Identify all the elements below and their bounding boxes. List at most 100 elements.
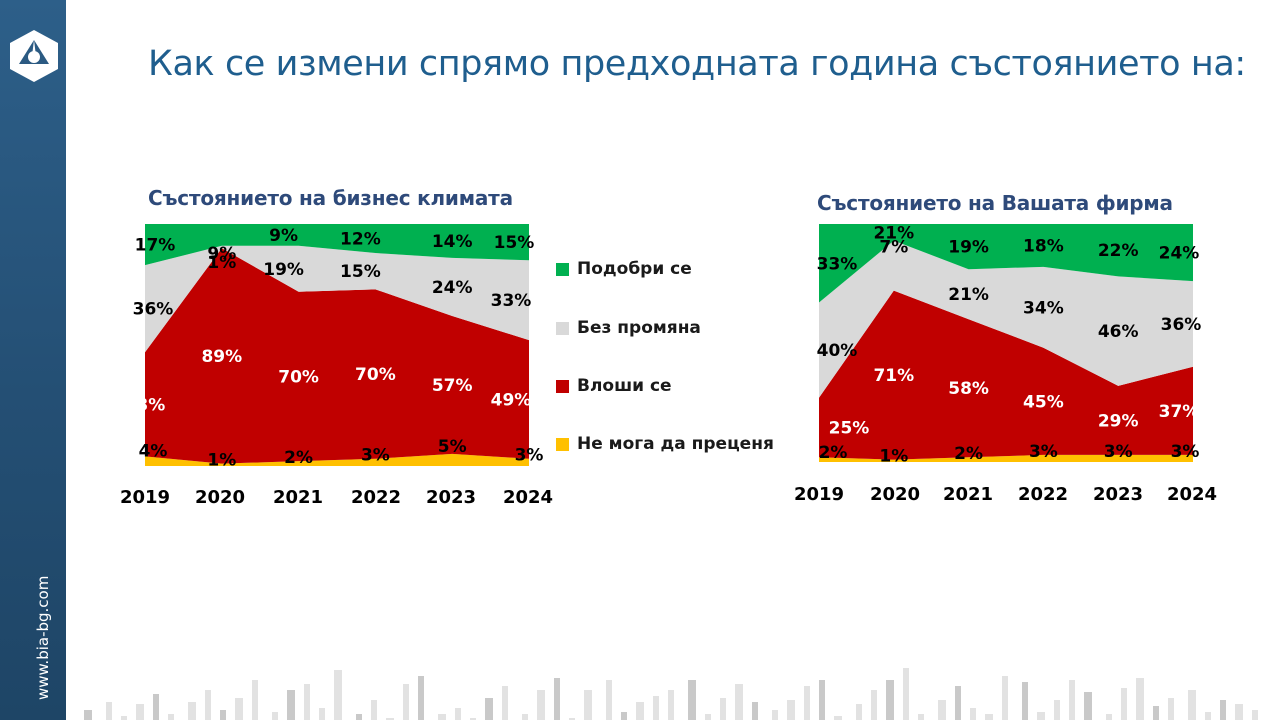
decorative-bar <box>84 710 92 720</box>
decorative-bar <box>856 704 862 720</box>
decorative-bar <box>1022 682 1028 720</box>
decorative-bar <box>334 670 342 720</box>
decorative-bar <box>1252 710 1258 720</box>
legend-label-worsened: Влоши се <box>577 376 672 396</box>
decorative-bar <box>804 686 810 720</box>
decorative-bar <box>938 700 946 720</box>
chart1-label-unchanged-2023: 24% <box>432 278 473 298</box>
decorative-bar <box>205 690 211 720</box>
chart2-label-cannot-judge-2019: 2% <box>819 443 848 463</box>
bia-logo-icon <box>10 30 58 82</box>
chart2-label-cannot-judge-2024: 3% <box>1171 442 1200 462</box>
decorative-bars <box>84 668 1258 720</box>
decorative-bar <box>502 686 508 720</box>
chart2-area-improved <box>819 224 1193 303</box>
decorative-bar <box>220 710 226 720</box>
decorative-bar <box>1188 690 1196 720</box>
chart2-label-unchanged-2023: 46% <box>1098 322 1139 342</box>
decorative-bar <box>319 708 325 720</box>
chart2-xtick-2021: 2021 <box>943 484 993 505</box>
decorative-bar <box>1037 712 1045 720</box>
chart1-xtick-2021: 2021 <box>273 487 323 508</box>
decorative-bar <box>705 714 711 720</box>
chart2-label-improved-2024: 24% <box>1159 244 1200 264</box>
decorative-bar <box>106 702 112 720</box>
sidebar: www.bia-bg.com <box>0 0 66 720</box>
chart1-label-improved-2022: 12% <box>340 230 381 250</box>
decorative-bar <box>621 712 627 720</box>
chart2-xtick-2020: 2020 <box>870 484 920 505</box>
decorative-bar <box>418 676 424 720</box>
decorative-bar <box>1084 692 1092 720</box>
chart2-area-unchanged <box>819 240 1193 398</box>
decorative-bar <box>1121 688 1127 720</box>
chart2-label-worsened-2024: 37% <box>1159 402 1200 422</box>
decorative-bar <box>819 680 825 720</box>
decorative-bar <box>386 718 394 720</box>
chart1-label-unchanged-2019: 36% <box>133 300 174 320</box>
chart2-label-unchanged-2022: 34% <box>1023 298 1064 318</box>
chart1-label-worsened-2021: 70% <box>278 367 319 387</box>
decorative-bar <box>1136 678 1144 720</box>
chart2-label-worsened-2021: 58% <box>948 379 989 399</box>
chart1-label-improved-2020: 9% <box>207 244 236 264</box>
decorative-bar <box>136 704 144 720</box>
decorative-bar <box>1069 680 1075 720</box>
decorative-bar <box>787 700 795 720</box>
decorative-bar <box>168 714 174 720</box>
decorative-bar <box>606 680 612 720</box>
chart2-label-unchanged-2024: 36% <box>1161 315 1202 335</box>
decorative-bar <box>918 714 924 720</box>
chart1-area-unchanged <box>145 245 529 353</box>
decorative-bar <box>1235 704 1243 720</box>
chart2-label-unchanged-2021: 21% <box>948 285 989 305</box>
chart2-label-improved-2021: 19% <box>948 238 989 258</box>
decorative-bar <box>356 714 362 720</box>
legend-item-improved: Подобри се <box>556 258 692 280</box>
chart2-xtick-2023: 2023 <box>1093 484 1143 505</box>
chart1-label-unchanged-2020: 1% <box>207 253 236 273</box>
chart1-xtick-2020: 2020 <box>195 487 245 508</box>
chart-title-your-company: Състоянието на Вашата фирма <box>817 191 1173 215</box>
chart1-label-unchanged-2021: 19% <box>263 260 304 280</box>
decorative-bar <box>752 702 758 720</box>
chart1-xtick-2023: 2023 <box>426 487 476 508</box>
decorative-bar <box>970 708 976 720</box>
decorative-bar <box>955 686 961 720</box>
legend-item-worsened: Влоши се <box>556 375 672 397</box>
chart1-label-unchanged-2022: 15% <box>340 262 381 282</box>
chart2-label-cannot-judge-2021: 2% <box>954 444 983 464</box>
decorative-bar <box>834 716 842 720</box>
chart2-xtick-2019: 2019 <box>794 484 844 505</box>
chart1-label-worsened-2022: 70% <box>355 365 396 385</box>
decorative-bar <box>1002 676 1008 720</box>
legend-swatch-cannot-judge <box>556 437 569 451</box>
legend-item-unchanged: Без промяна <box>556 317 701 339</box>
decorative-bar <box>720 698 726 720</box>
decorative-bar <box>522 714 528 720</box>
decorative-bar <box>1153 706 1159 720</box>
decorative-bar <box>554 678 560 720</box>
decorative-bar <box>886 680 894 720</box>
chart2-xtick-2024: 2024 <box>1167 484 1217 505</box>
chart2-label-improved-2023: 22% <box>1098 241 1139 261</box>
slide-title: Как се измени спрямо предходната година … <box>148 44 1246 84</box>
chart1-xtick-2022: 2022 <box>351 487 401 508</box>
decorative-bar <box>668 690 674 720</box>
decorative-bar <box>985 714 993 720</box>
chart1-label-improved-2024: 15% <box>494 233 535 253</box>
legend-swatch-unchanged <box>556 321 569 335</box>
decorative-bar <box>455 708 461 720</box>
chart1-label-worsened-2020: 89% <box>201 347 242 367</box>
chart1-label-worsened-2019: 43% <box>125 395 166 415</box>
chart2-label-cannot-judge-2023: 3% <box>1104 442 1133 462</box>
decorative-bar <box>653 696 659 720</box>
chart2-label-unchanged-2020: 21% <box>873 224 914 244</box>
decorative-bar <box>304 684 310 720</box>
decorative-bar <box>188 702 196 720</box>
chart1-area-cannot-judge <box>145 453 529 466</box>
decorative-bar <box>403 684 409 720</box>
decorative-bar <box>688 680 696 720</box>
chart1-label-unchanged-2024: 33% <box>491 291 532 311</box>
